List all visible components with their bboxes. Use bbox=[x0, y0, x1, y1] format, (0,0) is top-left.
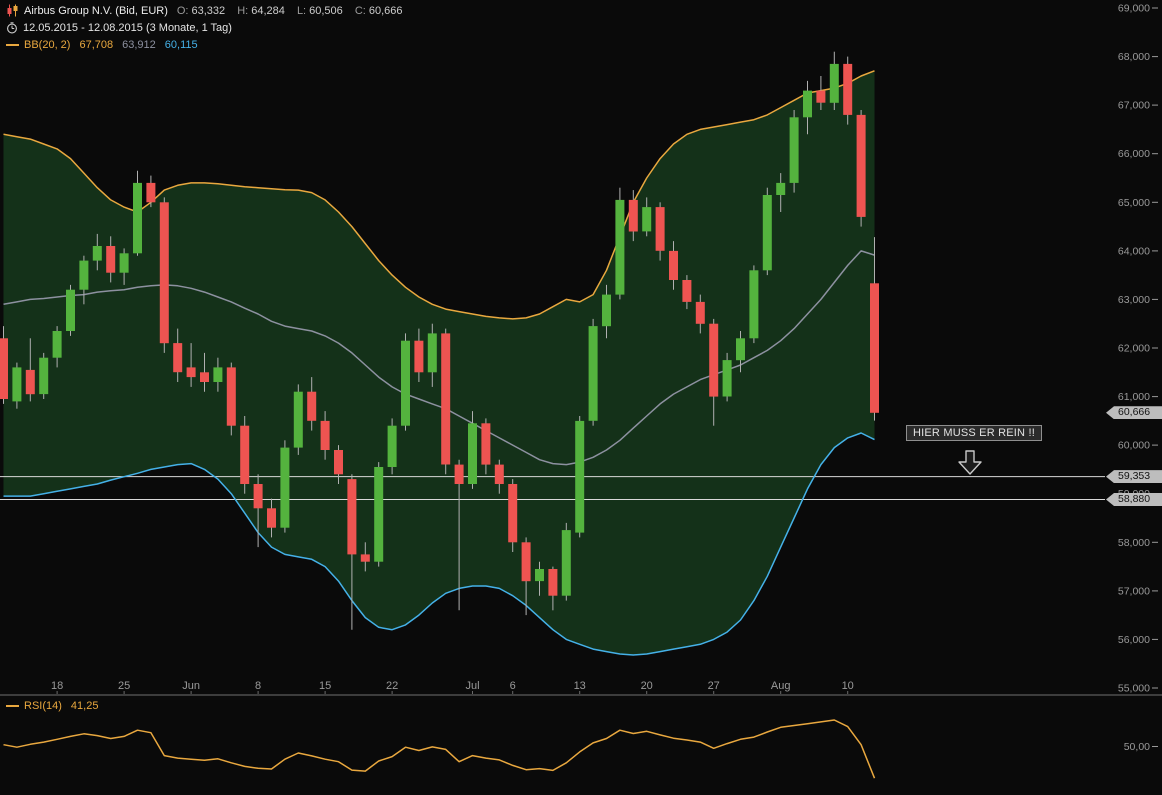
svg-text:Jun: Jun bbox=[182, 680, 200, 692]
svg-text:50,00: 50,00 bbox=[1124, 741, 1150, 753]
svg-text:60,000: 60,000 bbox=[1118, 440, 1150, 452]
svg-text:65,000: 65,000 bbox=[1118, 197, 1150, 209]
svg-text:15: 15 bbox=[319, 680, 331, 692]
svg-text:25: 25 bbox=[118, 680, 130, 692]
down-arrow-icon[interactable] bbox=[958, 450, 982, 475]
svg-text:63,000: 63,000 bbox=[1118, 294, 1150, 306]
low-label: L: bbox=[296, 4, 307, 17]
svg-text:67,000: 67,000 bbox=[1118, 100, 1150, 112]
svg-text:64,000: 64,000 bbox=[1118, 245, 1150, 257]
instrument-name: Airbus Group N.V. (Bid, EUR) bbox=[24, 4, 168, 17]
period-row: 12.05.2015 - 12.08.2015 (3 Monate, 1 Tag… bbox=[6, 19, 403, 36]
close-value: 60,666 bbox=[368, 4, 403, 17]
svg-text:69,000: 69,000 bbox=[1118, 3, 1150, 15]
rsi-value: 41,25 bbox=[70, 699, 99, 712]
rsi-legend-row: RSI(14) 41,25 bbox=[6, 697, 98, 714]
svg-text:18: 18 bbox=[51, 680, 63, 692]
svg-text:13: 13 bbox=[574, 680, 586, 692]
rsi-legend: RSI(14) 41,25 bbox=[6, 697, 98, 714]
bb-legend-icon bbox=[6, 43, 19, 46]
date-range: 12.05.2015 - 12.08.2015 (3 Monate, 1 Tag… bbox=[23, 21, 232, 34]
svg-text:8: 8 bbox=[255, 680, 261, 692]
bb-lower-line bbox=[3, 432, 875, 656]
svg-text:58,000: 58,000 bbox=[1118, 537, 1150, 549]
open-value: 63,332 bbox=[191, 4, 226, 17]
svg-text:61,000: 61,000 bbox=[1118, 391, 1150, 403]
svg-text:66,000: 66,000 bbox=[1118, 148, 1150, 160]
ohlc-readout: O: 63,332 H: 64,284 L: 60,506 C: 60,666 bbox=[168, 5, 403, 17]
svg-text:6: 6 bbox=[510, 680, 516, 692]
svg-text:56,000: 56,000 bbox=[1118, 634, 1150, 646]
main-chart-legend: Airbus Group N.V. (Bid, EUR) O: 63,332 H:… bbox=[6, 2, 403, 53]
bb-lower-value: 60,115 bbox=[164, 38, 198, 51]
svg-text:Jul: Jul bbox=[465, 680, 479, 692]
annotation-note[interactable]: HIER MUSS ER REIN !! bbox=[906, 425, 1042, 441]
svg-text:22: 22 bbox=[386, 680, 398, 692]
svg-text:68,000: 68,000 bbox=[1118, 51, 1150, 63]
svg-text:27: 27 bbox=[708, 680, 720, 692]
rsi-legend-icon bbox=[6, 704, 19, 707]
time-axis[interactable]: 18 25 Jun 8 15 22 Jul 6 13 20 27 Aug 10 bbox=[51, 680, 854, 694]
rsi-line bbox=[3, 719, 876, 779]
level-price-tag[interactable]: 59,353 bbox=[1106, 470, 1162, 484]
svg-text:55,000: 55,000 bbox=[1118, 683, 1150, 695]
rsi-axis[interactable]: 50,00 bbox=[1124, 741, 1158, 753]
close-label: C: bbox=[354, 4, 366, 17]
bb-label: BB(20, 2) bbox=[24, 38, 71, 51]
svg-text:20: 20 bbox=[641, 680, 653, 692]
bb-upper-line bbox=[3, 70, 875, 320]
open-label: O: bbox=[176, 4, 189, 17]
level-price-tag[interactable]: 58,880 bbox=[1106, 493, 1162, 506]
current-price-tag[interactable]: 60,666 bbox=[1106, 406, 1162, 420]
candlestick-icon bbox=[6, 4, 19, 17]
bb-middle-value: 63,912 bbox=[122, 38, 156, 51]
clock-icon bbox=[6, 21, 18, 34]
level-lines[interactable] bbox=[0, 476, 1105, 500]
high-label: H: bbox=[237, 4, 249, 17]
candles bbox=[0, 51, 879, 630]
svg-text:62,000: 62,000 bbox=[1118, 343, 1150, 355]
svg-text:57,000: 57,000 bbox=[1118, 585, 1150, 597]
low-value: 60,506 bbox=[309, 4, 343, 17]
svg-text:Aug: Aug bbox=[771, 680, 791, 692]
rsi-label: RSI(14) bbox=[24, 699, 62, 712]
bb-upper-value: 67,708 bbox=[79, 38, 114, 51]
bollinger-legend-row: BB(20, 2) 67,708 63,912 60,115 bbox=[6, 36, 403, 53]
svg-text:10: 10 bbox=[842, 680, 854, 692]
high-value: 64,284 bbox=[251, 4, 285, 17]
instrument-row: Airbus Group N.V. (Bid, EUR) O: 63,332 H:… bbox=[6, 2, 403, 19]
price-axis[interactable]: 69,000 68,000 67,000 66,000 65,000 64,000 63,0… bbox=[1118, 3, 1158, 695]
